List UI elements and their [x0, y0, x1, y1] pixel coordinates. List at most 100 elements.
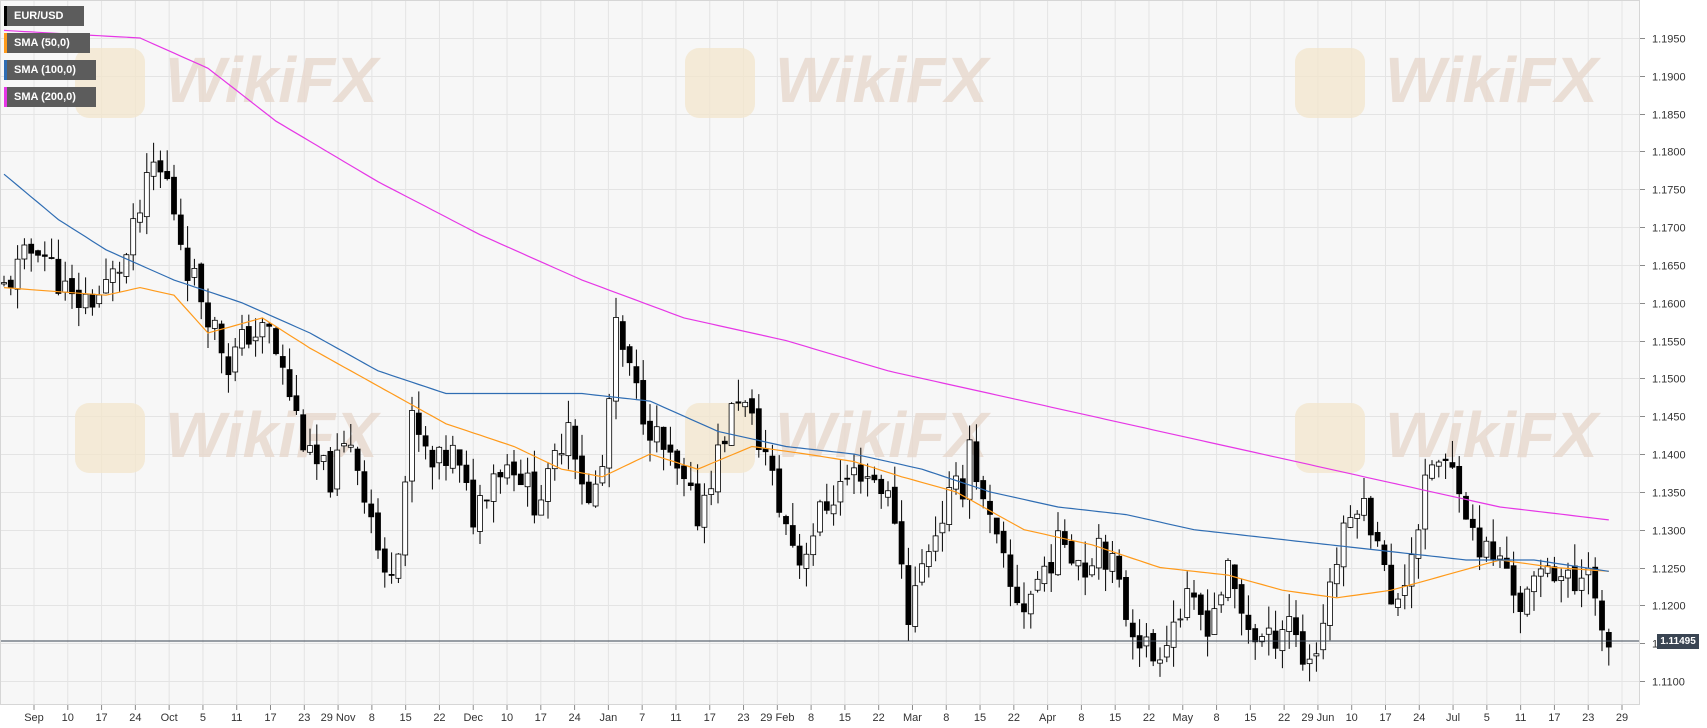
- candle-body: [585, 481, 592, 504]
- candle-body: [1497, 555, 1503, 560]
- candle: [143, 153, 150, 235]
- legend-sma200[interactable]: SMA (200,0): [4, 87, 96, 107]
- candle: [1204, 589, 1211, 657]
- candle: [1184, 571, 1191, 621]
- candle: [1177, 608, 1184, 628]
- candle: [55, 239, 62, 296]
- candle-body: [1034, 578, 1041, 591]
- candle-body: [205, 302, 211, 328]
- candle-body: [966, 439, 973, 500]
- legend-sma50[interactable]: SMA (50,0): [4, 33, 90, 53]
- candle: [1388, 543, 1395, 605]
- candle-body: [1544, 565, 1551, 574]
- candle-body: [375, 512, 381, 551]
- candle-body: [1327, 581, 1333, 626]
- y-tick-label: 1.1550: [1652, 337, 1686, 349]
- candle: [1476, 505, 1483, 571]
- x-tick-label: 23: [1582, 712, 1594, 724]
- candle: [891, 466, 898, 525]
- candle-body: [28, 243, 35, 254]
- candle: [198, 262, 205, 320]
- y-tick-label: 1.1400: [1652, 450, 1686, 462]
- candle-body: [803, 553, 810, 569]
- candle-body: [1095, 537, 1102, 569]
- y-tick-label: 1.1900: [1652, 72, 1686, 84]
- candle: [613, 297, 619, 420]
- candle-body: [619, 321, 626, 350]
- candle: [592, 470, 599, 508]
- candle-body: [524, 472, 531, 488]
- candle-body: [1571, 565, 1578, 592]
- candle-body: [851, 467, 857, 476]
- candle-body: [96, 294, 103, 305]
- legend-sma100-label: SMA (100,0): [14, 64, 76, 76]
- candle: [116, 261, 123, 292]
- candle-body: [1483, 540, 1490, 558]
- candle: [252, 318, 259, 357]
- candle: [1320, 604, 1327, 660]
- candle: [1116, 549, 1123, 588]
- candle-body: [504, 464, 511, 479]
- candle: [1089, 558, 1095, 578]
- candle: [41, 241, 48, 272]
- candle: [783, 514, 789, 536]
- candle-body: [592, 483, 599, 507]
- candle-body: [810, 535, 817, 556]
- candle-body: [1075, 559, 1082, 567]
- candle-body: [436, 446, 443, 464]
- candle-body: [1367, 497, 1374, 536]
- candle-body: [1361, 498, 1367, 516]
- candle: [69, 264, 75, 309]
- x-tick-label: 10: [1346, 712, 1358, 724]
- candle-body: [14, 258, 21, 290]
- candle-body: [41, 254, 48, 257]
- candle: [14, 245, 21, 309]
- candle-body: [259, 322, 266, 338]
- candle: [803, 542, 810, 587]
- candle: [1075, 559, 1082, 581]
- candle-body: [157, 160, 164, 173]
- legend-sma100[interactable]: SMA (100,0): [4, 60, 96, 80]
- candle: [1109, 540, 1116, 583]
- candle-body: [1293, 617, 1299, 636]
- sma-100-line: [3, 173, 1609, 572]
- candle-body: [150, 161, 157, 177]
- candle-body: [789, 525, 796, 546]
- candle: [1497, 546, 1503, 569]
- candle: [599, 454, 606, 486]
- x-tick-label: 17: [1379, 712, 1391, 724]
- candle-body: [742, 401, 749, 408]
- candle: [1157, 647, 1163, 677]
- candle: [823, 483, 830, 515]
- candle-body: [1191, 592, 1197, 598]
- candle-body: [1102, 541, 1109, 570]
- candle: [171, 164, 177, 221]
- candle: [769, 444, 776, 486]
- x-tick-label: 15: [1109, 712, 1121, 724]
- candle-body: [402, 481, 409, 556]
- candle-body: [558, 453, 565, 456]
- candle-body: [973, 441, 980, 483]
- candle: [511, 449, 517, 492]
- candle-body: [1531, 575, 1537, 593]
- candle: [1449, 440, 1456, 469]
- candle-body: [361, 471, 368, 503]
- candle-body: [660, 426, 667, 450]
- candle-body: [1055, 530, 1061, 576]
- candle-body: [769, 455, 776, 471]
- x-tick-label: 17: [704, 712, 716, 724]
- candle-body: [776, 468, 783, 513]
- candle-body: [708, 488, 715, 495]
- candle-body: [286, 369, 293, 398]
- legend-symbol[interactable]: EUR/USD: [4, 6, 84, 26]
- candle: [273, 325, 279, 356]
- candle-body: [1, 282, 7, 285]
- candle-body: [1286, 616, 1293, 632]
- x-tick-label: 17: [264, 712, 276, 724]
- y-tick-label: 1.1600: [1652, 299, 1686, 311]
- candle-body: [606, 398, 613, 469]
- candle: [517, 459, 524, 486]
- candle-body: [490, 473, 497, 502]
- candle-body: [755, 408, 762, 450]
- y-tick-label: 1.1700: [1652, 223, 1686, 235]
